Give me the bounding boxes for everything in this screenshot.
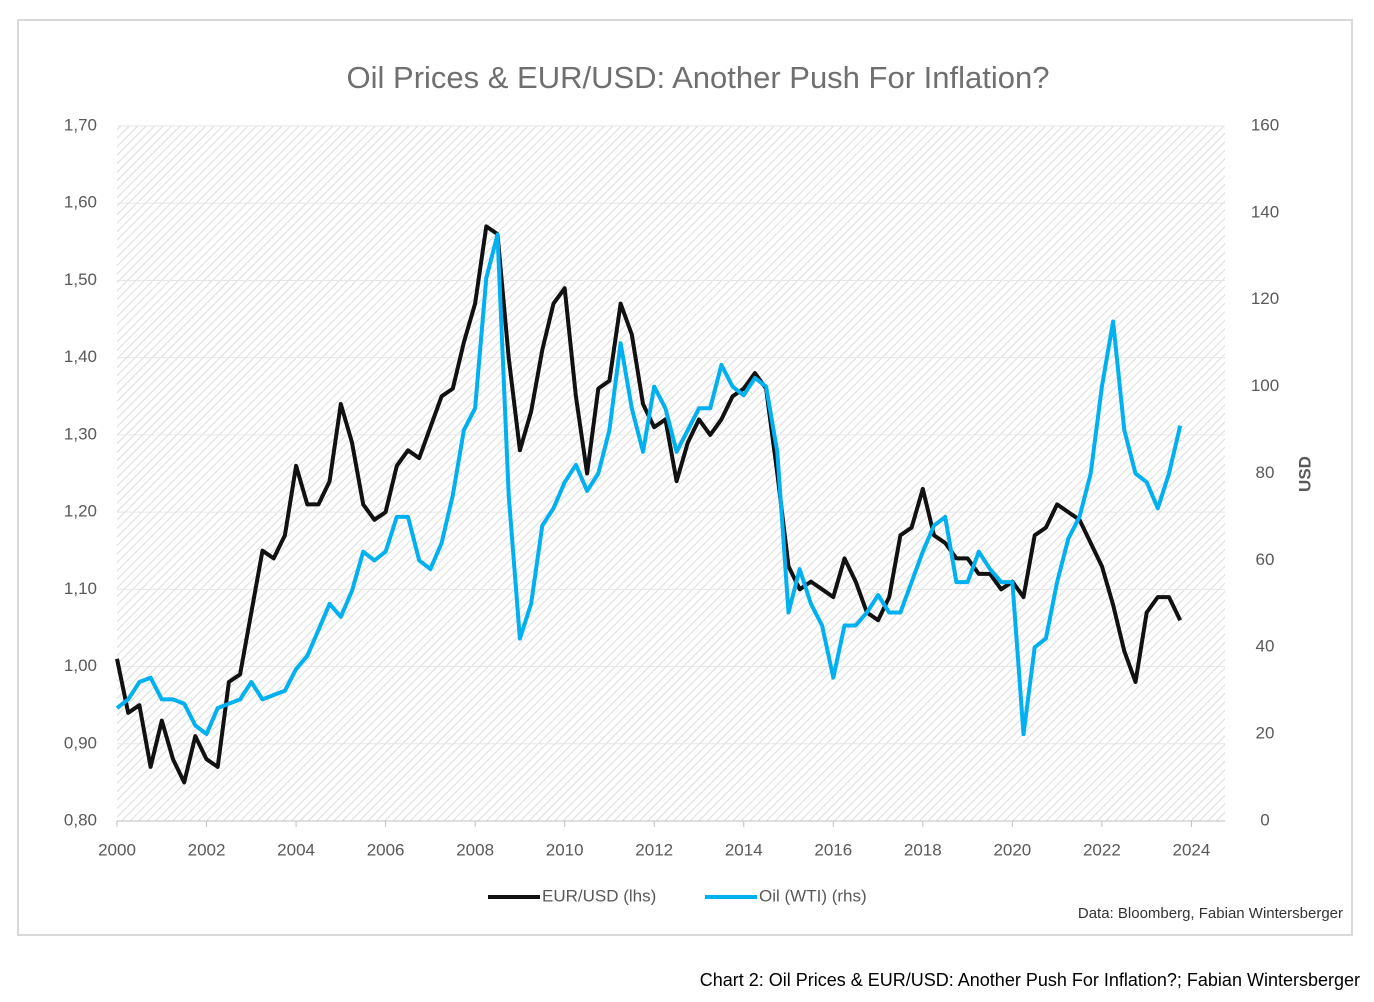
y2-tick-label: 100: [1251, 376, 1279, 395]
y2-tick-label: 60: [1256, 550, 1275, 569]
y-tick-label: 1,00: [64, 656, 97, 675]
y2-tick-label: 160: [1251, 115, 1279, 134]
plot-area: [117, 126, 1225, 821]
legend-label: Oil (WTI) (rhs): [759, 886, 867, 905]
x-tick-label: 2022: [1083, 840, 1121, 859]
caption: Chart 2: Oil Prices & EUR/USD: Another P…: [700, 970, 1360, 990]
y-tick-label: 1,50: [64, 270, 97, 289]
x-tick-label: 2014: [725, 840, 763, 859]
y-tick-label: 0,90: [64, 733, 97, 752]
y-tick-label: 1,70: [64, 115, 97, 134]
y2-tick-label: 120: [1251, 289, 1279, 308]
y-tick-label: 1,30: [64, 424, 97, 443]
y-tick-label: 1,20: [64, 502, 97, 521]
x-tick-label: 2020: [993, 840, 1031, 859]
chart-title: Oil Prices & EUR/USD: Another Push For I…: [347, 60, 1050, 95]
x-tick-label: 2006: [367, 840, 405, 859]
x-tick-label: 2010: [546, 840, 584, 859]
y-tick-label: 0,80: [64, 810, 97, 829]
source: Data: Bloomberg, Fabian Wintersberger: [1078, 905, 1343, 922]
series-line: [115, 232, 1183, 737]
x-tick-label: 2008: [456, 840, 494, 859]
y-tick-label: 1,10: [64, 579, 97, 598]
legend-label: EUR/USD (lhs): [542, 886, 656, 905]
x-tick-label: 2004: [277, 840, 315, 859]
y2-tick-label: 140: [1251, 202, 1279, 221]
x-tick-label: 2002: [188, 840, 226, 859]
x-tick-label: 2018: [904, 840, 942, 859]
y-tick-label: 1,60: [64, 193, 97, 212]
y-tick-label: 1,40: [64, 347, 97, 366]
x-tick-label: 2016: [814, 840, 852, 859]
y2-tick-label: 0: [1260, 810, 1269, 829]
y2-axis-label: USD: [1295, 456, 1314, 492]
y2-tick-label: 20: [1256, 724, 1275, 743]
y2-tick-label: 40: [1256, 637, 1275, 656]
x-tick-label: 2000: [98, 840, 136, 859]
y2-tick-label: 80: [1256, 463, 1275, 482]
x-tick-label: 2012: [635, 840, 673, 859]
x-tick-label: 2024: [1173, 840, 1211, 859]
